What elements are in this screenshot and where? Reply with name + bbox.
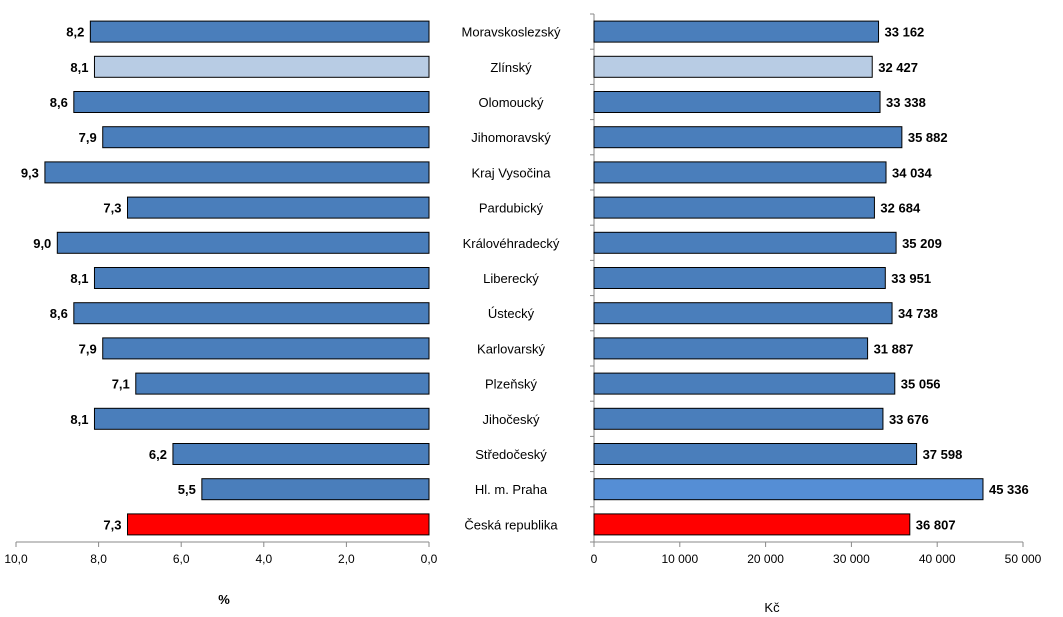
left-bar-chart: 10,0 8,0 6,0 4,0 2,0 0,0 8,2 8,1 8,6 7,9 9,3 7,3 9,0… [4, 20, 438, 566]
right-bar [593, 196, 875, 219]
category-label: Plzeňský [485, 377, 538, 392]
left-bar [127, 513, 430, 536]
left-bar [135, 372, 430, 395]
left-bar [172, 443, 430, 465]
left-bar-value-label: 7,1 [112, 377, 130, 392]
left-bar [73, 91, 430, 113]
left-x-tick-label: 0,0 [421, 552, 438, 566]
left-bar-value-label: 7,3 [103, 201, 121, 216]
category-label: Liberecký [483, 271, 539, 286]
left-bar [93, 407, 430, 430]
left-bar [56, 231, 430, 254]
right-x-tick-label: 40 000 [919, 552, 956, 566]
category-label: Hl. m. Praha [475, 482, 548, 497]
left-x-tick-label: 4,0 [255, 552, 272, 566]
right-bar-value-label: 31 887 [874, 341, 914, 356]
left-bar-value-label: 9,0 [33, 236, 51, 251]
right-bar-value-label: 33 162 [885, 25, 925, 40]
right-bar [593, 407, 884, 430]
left-bar-value-label: 8,1 [70, 271, 88, 286]
right-bar-value-label: 35 056 [901, 377, 941, 392]
left-bar-value-label: 8,6 [50, 95, 68, 110]
left-bar [93, 267, 430, 289]
left-bar-value-label: 8,6 [50, 306, 68, 321]
category-label: Česká republika [464, 517, 558, 532]
right-bar-value-label: 37 598 [923, 447, 963, 462]
right-axis-label: Kč [764, 600, 780, 615]
left-bar [127, 196, 430, 219]
left-bar-value-label: 7,3 [103, 517, 121, 532]
right-bar [593, 443, 918, 465]
category-label: Královéhradecký [463, 236, 560, 251]
left-bar-value-label: 5,5 [178, 482, 196, 497]
right-x-tick-label: 10 000 [661, 552, 698, 566]
left-bar [201, 478, 430, 501]
right-x-tick-label: 30 000 [833, 552, 870, 566]
left-bar-value-label: 7,9 [79, 341, 97, 356]
category-label: Kraj Vysočina [472, 165, 552, 180]
left-x-tick-label: 8,0 [90, 552, 107, 566]
left-bar-value-label: 6,2 [149, 447, 167, 462]
right-bar-value-label: 33 951 [891, 271, 931, 286]
left-bar-value-label: 7,9 [79, 130, 97, 145]
right-bar [593, 478, 984, 501]
left-bar [44, 161, 430, 184]
category-label: Středočeský [475, 447, 547, 462]
right-bar [593, 20, 880, 43]
right-bar [593, 126, 903, 149]
right-bar-value-label: 32 427 [878, 60, 918, 75]
right-bar-value-label: 35 882 [908, 130, 948, 145]
right-bar [593, 91, 881, 113]
left-bar [102, 337, 430, 360]
left-bar [102, 126, 430, 149]
right-bar [593, 372, 896, 395]
category-label: Ústecký [488, 306, 535, 321]
right-bar [593, 513, 911, 536]
category-label: Moravskoslezský [462, 25, 561, 40]
category-label: Olomoucký [478, 95, 544, 110]
category-labels: Moravskoslezský Zlínský Olomoucký Jihomorav… [462, 25, 561, 533]
right-x-tick-label: 50 000 [1005, 552, 1042, 566]
right-bar [593, 302, 893, 325]
left-bar-value-label: 8,2 [66, 25, 84, 40]
right-bar-value-label: 34 034 [892, 165, 933, 180]
right-bar [593, 337, 869, 360]
right-x-tick-label: 20 000 [747, 552, 784, 566]
right-bar-chart: 0 10 000 20 000 30 000 40 000 50 000 33 162 32 … [590, 13, 1042, 566]
left-x-tick-label: 6,0 [173, 552, 190, 566]
right-bar-value-label: 36 807 [916, 517, 956, 532]
left-axis-label: % [218, 592, 230, 607]
left-bar [73, 302, 430, 325]
right-bar-value-label: 33 338 [886, 95, 926, 110]
left-bar-value-label: 8,1 [70, 412, 88, 427]
right-bar [593, 267, 886, 289]
left-bar [93, 55, 430, 78]
right-bar-value-label: 32 684 [880, 201, 921, 216]
left-x-tick-label: 2,0 [338, 552, 355, 566]
left-bar-value-label: 9,3 [21, 165, 39, 180]
category-label: Karlovarský [477, 341, 545, 356]
right-bar-value-label: 45 336 [989, 482, 1029, 497]
left-bar-value-label: 8,1 [70, 60, 88, 75]
right-bar-value-label: 33 676 [889, 412, 929, 427]
right-bar [593, 231, 897, 254]
right-bar [593, 161, 887, 184]
right-bar-value-label: 34 738 [898, 306, 938, 321]
category-label: Zlínský [490, 60, 532, 75]
category-label: Pardubický [479, 201, 544, 216]
right-bar-value-label: 35 209 [902, 236, 942, 251]
left-bar [89, 20, 430, 43]
right-x-tick-label: 0 [591, 552, 598, 566]
category-label: Jihomoravský [471, 130, 551, 145]
left-x-tick-label: 10,0 [4, 552, 28, 566]
right-bar [593, 55, 873, 78]
category-label: Jihočeský [482, 412, 540, 427]
